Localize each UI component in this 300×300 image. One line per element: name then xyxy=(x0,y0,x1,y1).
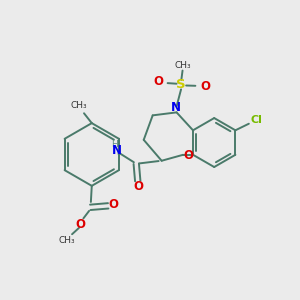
Text: O: O xyxy=(153,75,164,88)
Text: S: S xyxy=(176,78,186,92)
Text: Cl: Cl xyxy=(251,115,263,125)
Text: CH₃: CH₃ xyxy=(70,101,87,110)
Text: N: N xyxy=(171,101,181,114)
Text: O: O xyxy=(76,218,86,231)
Text: CH₃: CH₃ xyxy=(174,61,191,70)
Text: O: O xyxy=(200,80,210,93)
Text: N: N xyxy=(112,144,122,157)
Text: CH₃: CH₃ xyxy=(59,236,75,245)
Text: O: O xyxy=(108,198,118,212)
Text: O: O xyxy=(184,149,194,162)
Text: H: H xyxy=(111,140,118,149)
Text: O: O xyxy=(133,180,143,193)
